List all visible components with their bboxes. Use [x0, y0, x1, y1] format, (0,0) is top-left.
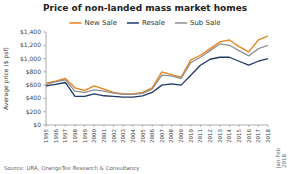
x-tick-label: 2013 [217, 129, 223, 143]
x-tick [94, 125, 95, 127]
y-tick [43, 111, 46, 112]
y-tick-label: $1,200 [20, 41, 41, 48]
y-tick [43, 125, 46, 126]
y-axis: $0 $200 $400 $600 $800 $1,000 $1,200 $1,400 [20, 28, 46, 128]
x-tick-label: 2011 [197, 129, 203, 143]
y-tick-label: $600 [26, 81, 41, 88]
annotation: Jan-Feb2018 [275, 147, 287, 169]
x-tick-label: 2018 [265, 129, 271, 143]
legend-item: Resale [127, 19, 165, 27]
legend-swatch [175, 22, 187, 24]
x-tick-label: 2005 [140, 129, 146, 143]
x-tick-label: 2002 [111, 129, 117, 143]
x-tick-label: 2008 [168, 129, 174, 143]
x-tick-label: 1995 [43, 129, 49, 143]
x-tick-label: 2010 [188, 129, 194, 143]
x-tick [258, 125, 259, 127]
x-tick [132, 125, 133, 127]
x-tick [248, 125, 249, 127]
x-tick-label: 2017 [255, 129, 261, 143]
x-tick [161, 125, 162, 127]
x-tick [190, 125, 191, 127]
y-tick-label: $200 [26, 108, 41, 115]
x-tick-label: 2015 [236, 129, 242, 143]
x-axis-line [46, 125, 268, 126]
legend-item: New Sale [69, 19, 116, 27]
x-tick-label: 1999 [82, 129, 88, 143]
x-tick-label: 2001 [101, 129, 107, 143]
y-tick [43, 32, 46, 33]
x-tick [152, 125, 153, 127]
x-tick-label: 2016 [246, 129, 252, 143]
y-tick-label: $400 [26, 94, 41, 101]
x-tick [268, 125, 269, 127]
series-group [46, 36, 268, 97]
y-axis-line [46, 32, 47, 125]
x-tick-label: 1997 [62, 129, 68, 143]
chart: Price of non-landed mass market homes New… [0, 0, 290, 174]
x-tick-label: 1998 [72, 129, 78, 143]
y-tick [43, 85, 46, 86]
x-tick [142, 125, 143, 127]
x-tick-label: 2009 [178, 129, 184, 143]
x-tick [171, 125, 172, 127]
series-line [46, 36, 268, 94]
x-tick [55, 125, 56, 127]
x-tick-label: 1996 [53, 129, 59, 143]
legend-swatch [127, 22, 139, 24]
x-tick [103, 125, 104, 127]
x-tick-label: 2007 [159, 129, 165, 143]
legend: New Sale Resale Sub Sale [69, 19, 220, 27]
x-tick-label: 2003 [120, 129, 126, 143]
series-line [46, 44, 268, 94]
legend-label: Resale [142, 19, 165, 27]
x-tick [74, 125, 75, 127]
x-tick [200, 125, 201, 127]
x-axis: 1995 19961997 1998 19992000 2001 20022003 2004… [43, 125, 271, 143]
x-tick [65, 125, 66, 127]
y-tick [43, 58, 46, 59]
legend-swatch [69, 22, 81, 24]
y-tick [43, 98, 46, 99]
x-tick [46, 125, 47, 127]
x-tick-label: 2012 [207, 129, 213, 143]
x-tick [210, 125, 211, 127]
legend-item: Sub Sale [175, 19, 221, 27]
title: Price of non-landed mass market homes [43, 3, 247, 13]
y-axis-label: Average price ($ psf) [2, 47, 10, 110]
y-tick-label: $1,400 [20, 28, 41, 35]
x-tick [123, 125, 124, 127]
x-tick-label: 2014 [226, 129, 232, 143]
legend-label: Sub Sale [190, 19, 221, 27]
x-tick-label: 2000 [91, 129, 97, 143]
x-tick [219, 125, 220, 127]
y-tick [43, 45, 46, 46]
y-tick-label: $800 [26, 68, 41, 75]
x-tick-label: 2004 [130, 129, 136, 143]
y-tick-label: $0 [33, 121, 41, 128]
x-tick [229, 125, 230, 127]
annotation-line: 2018 [281, 154, 287, 168]
y-tick-label: $1,000 [20, 55, 41, 62]
annotation: Source: URA, OrangeTee Research & Consul… [4, 165, 140, 172]
x-tick [181, 125, 182, 127]
x-tick [84, 125, 85, 127]
x-tick-label: 2006 [149, 129, 155, 143]
y-tick [43, 71, 46, 72]
x-tick [239, 125, 240, 127]
legend-label: New Sale [84, 19, 116, 27]
x-tick [113, 125, 114, 127]
